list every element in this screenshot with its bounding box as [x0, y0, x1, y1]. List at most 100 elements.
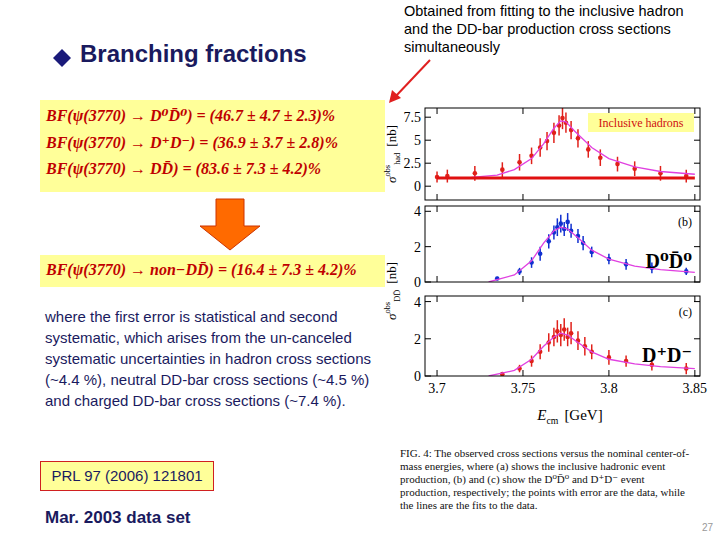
note: where the first error is statistical and…	[45, 306, 383, 411]
error-bar	[591, 247, 593, 258]
error-bar	[582, 236, 584, 250]
panel-labels: Inclusive hadrons	[588, 113, 694, 132]
error-bar	[584, 337, 586, 356]
y-tick	[425, 117, 431, 118]
error-bar	[519, 268, 521, 275]
y-tick-label: 2	[414, 332, 421, 347]
axis-label-unit: [nb]	[384, 125, 399, 147]
x-tick-label: 3.75	[511, 381, 536, 396]
data-point	[552, 335, 557, 340]
error-bar	[651, 263, 653, 274]
y-tick	[694, 186, 700, 187]
data-point	[500, 372, 505, 376]
dataset: Mar. 2003 data set	[45, 508, 191, 528]
data-point	[624, 359, 629, 364]
y-tick-label: 0	[414, 275, 421, 290]
data-point	[546, 239, 551, 244]
bullet	[53, 49, 71, 67]
x-tick-label: 3.85	[683, 381, 708, 396]
data-point	[589, 250, 594, 255]
x-tick	[522, 194, 523, 200]
error-bar	[539, 247, 541, 261]
axis-label-symbol: σ	[384, 176, 399, 183]
data-point	[569, 331, 574, 336]
axis-label: σobsDD̄[nb]	[382, 262, 402, 320]
x-tick	[608, 296, 609, 302]
formula-box: BF(ψ(3770) → D⁰D̄⁰) = (46.7 ± 4.7 ± 2.3)…	[40, 100, 385, 192]
y-tick	[425, 163, 431, 164]
y-tick-label: 2	[414, 240, 421, 255]
x-tick	[608, 108, 609, 114]
data-point	[529, 359, 534, 364]
data-point	[586, 147, 591, 152]
data-point	[562, 327, 567, 332]
panel-label: Inclusive hadrons	[599, 116, 684, 130]
error-bar	[502, 162, 504, 177]
y-tick-label: 4	[414, 204, 421, 219]
data-point	[555, 225, 560, 230]
data-point	[650, 266, 655, 271]
y-tick	[694, 163, 700, 164]
formula: BF(ψ(3770) → D⁺D⁻) = (36.9 ± 3.7 ± 2.8)%	[46, 133, 338, 152]
axis-label-unit: [nb]	[384, 262, 399, 284]
data-point	[581, 241, 586, 246]
x-tick	[694, 296, 695, 302]
error-bar	[563, 222, 565, 236]
error-bar	[565, 113, 567, 133]
y-tick	[694, 140, 700, 141]
axis-label-unit: [GeV]	[564, 407, 602, 423]
reference-box: PRL 97 (2006) 121801	[40, 461, 214, 491]
error-bar	[686, 268, 688, 275]
x-tick	[694, 370, 695, 376]
data-point	[684, 366, 689, 371]
error-bar	[567, 328, 569, 347]
x-tick	[694, 206, 695, 212]
plot-frame	[425, 108, 700, 200]
x-tick	[522, 276, 523, 282]
error-bar	[553, 328, 555, 347]
x-tick	[522, 370, 523, 376]
data-point	[557, 123, 562, 128]
fit-line	[489, 333, 695, 376]
x-tick	[437, 296, 438, 302]
reference: PRL 97 (2006) 121801	[41, 467, 213, 484]
data-point	[552, 131, 557, 136]
data-point	[529, 154, 534, 159]
data-point	[589, 350, 594, 355]
y-tick-label: 5	[414, 133, 421, 148]
x-tick	[608, 206, 609, 212]
error-bar	[496, 277, 498, 281]
error-bar	[447, 170, 449, 183]
plot-area	[489, 213, 695, 282]
caption: FIG. 4: The observed cross sections vers…	[400, 447, 696, 512]
error-bar	[519, 365, 521, 372]
plot-area	[489, 318, 695, 376]
formula: BF(ψ(3770) → D⁰D̄⁰) = (46.7 ± 4.7 ± 2.3)…	[46, 106, 335, 125]
error-bar	[608, 350, 610, 365]
x-tick	[694, 108, 695, 114]
data-point	[576, 234, 581, 239]
error-bar	[577, 331, 579, 350]
data-point	[538, 145, 543, 150]
data-point	[598, 155, 603, 160]
axis-label-sub: cm	[546, 415, 558, 426]
error-bar	[617, 157, 619, 172]
error-bar	[577, 129, 579, 147]
y-tick	[425, 376, 431, 377]
error-bar	[531, 356, 533, 367]
x-tick	[522, 296, 523, 302]
data-point	[517, 269, 522, 274]
error-bar	[546, 132, 548, 150]
error-bar	[570, 322, 572, 344]
data-point	[517, 160, 522, 165]
y-tick-label: 0	[414, 369, 421, 384]
error-bar	[608, 254, 610, 265]
data-point	[545, 139, 550, 144]
data-point	[473, 171, 478, 176]
data-point	[565, 335, 570, 340]
x-tick	[608, 370, 609, 376]
down-arrow	[200, 199, 260, 250]
error-bar	[531, 148, 533, 165]
data-point	[583, 344, 588, 349]
x-tick-label: 3.8	[600, 381, 618, 396]
